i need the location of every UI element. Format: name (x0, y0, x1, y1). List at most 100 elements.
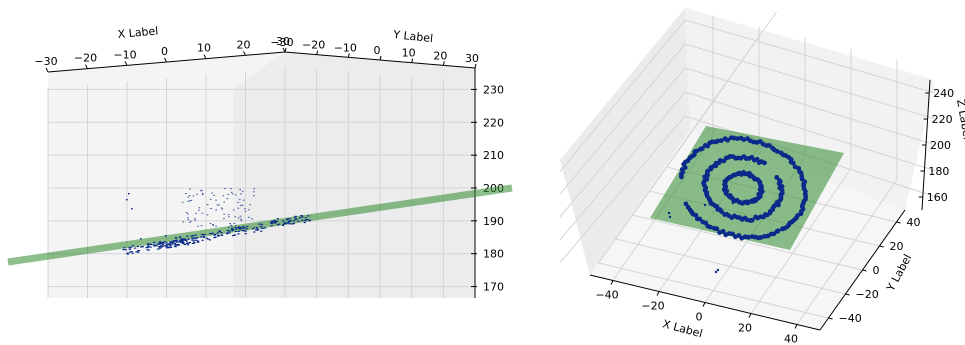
left-y-tick-label: 0 (374, 44, 381, 57)
left-data-point (200, 233, 204, 235)
left-data-point (188, 221, 191, 223)
left-data-point (237, 202, 239, 204)
left-data-point (285, 223, 288, 225)
left-data-point (224, 188, 226, 190)
left-data-point (231, 229, 234, 232)
left-x-tick-label: 0 (161, 45, 168, 58)
right-data-point (683, 201, 689, 207)
left-data-point (184, 239, 187, 242)
left-data-point (233, 222, 236, 224)
right-x-tick-label: −20 (641, 300, 664, 313)
left-data-point (244, 230, 247, 232)
left-data-point (194, 219, 197, 221)
left-data-point (196, 193, 198, 195)
left-data-point (169, 242, 173, 244)
left-data-point (256, 229, 260, 231)
left-data-point (304, 217, 307, 219)
right-data-point (718, 138, 724, 143)
left-side-pane (233, 52, 475, 298)
left-data-point (237, 207, 240, 209)
left-data-point (213, 234, 216, 236)
left-y-tick-label: −20 (302, 39, 325, 52)
left-data-point (193, 242, 196, 244)
left-data-point (165, 247, 168, 249)
left-data-point (200, 225, 203, 227)
left-data-point (241, 227, 245, 230)
right-data-point (723, 232, 729, 238)
left-data-point (218, 204, 220, 206)
left-data-point (252, 228, 255, 230)
left-z-tick-label: 220 (483, 116, 504, 129)
left-data-point (163, 241, 166, 243)
left-data-point (227, 193, 230, 195)
right-grid (559, 11, 936, 325)
right-data-point (668, 215, 672, 219)
right-grid-line (796, 179, 898, 325)
left-x-tick-mark (203, 54, 207, 59)
right-y-tick-label: −20 (856, 288, 879, 301)
left-data-point (289, 220, 293, 222)
left-data-point (227, 214, 230, 216)
left-x-ticks: −30 −20 −10 0 10 20 30 (34, 35, 290, 73)
right-x-tick-mark (702, 302, 706, 307)
left-data-point (192, 240, 195, 242)
left-data-point (191, 237, 194, 239)
right-data-point (731, 201, 735, 205)
left-x-tick-label: 20 (237, 38, 251, 51)
right-grid-line (559, 43, 686, 195)
right-y-tick-mark (879, 245, 884, 248)
left-data-point (213, 237, 216, 239)
left-data-point (165, 244, 168, 247)
left-data-point (244, 210, 247, 212)
left-data-point (285, 218, 289, 221)
left-y-tick-mark (411, 58, 414, 63)
left-data-point (282, 223, 285, 225)
left-data-point (223, 218, 225, 220)
left-data-point (236, 227, 240, 229)
right-data-point (780, 226, 785, 232)
left-data-point (181, 240, 184, 243)
right-data-point (749, 234, 755, 240)
left-data-point (306, 219, 309, 221)
left-data-point (187, 242, 190, 244)
left-data-point (209, 198, 212, 200)
right-data-point (741, 137, 747, 143)
left-data-point (226, 198, 229, 200)
left-data-point (211, 192, 214, 194)
left-data-point (165, 235, 167, 237)
left-y-tick-label: 20 (433, 49, 447, 62)
left-data-point (128, 247, 131, 249)
right-grid-line (750, 168, 852, 314)
left-data-point (196, 240, 200, 243)
left-data-point (207, 238, 210, 240)
left-data-point (128, 248, 131, 250)
left-data-point (300, 215, 303, 217)
left-data-point (178, 240, 182, 242)
left-data-point (243, 226, 245, 228)
right-data-point (803, 194, 809, 200)
left-data-point (286, 218, 289, 220)
left-data-point (141, 246, 144, 248)
left-data-point (218, 230, 221, 232)
left-data-point (180, 239, 183, 241)
left-data-point (187, 219, 190, 221)
left-data-point (210, 233, 214, 235)
left-data-point (168, 246, 171, 248)
left-data-point (137, 250, 140, 252)
left-data-point (198, 207, 201, 209)
left-data-point (212, 224, 214, 226)
left-data-point (220, 234, 224, 236)
left-data-point (241, 204, 244, 206)
left-data-point (185, 240, 188, 242)
right-x-tick-label: 0 (696, 311, 703, 324)
left-data-point (187, 238, 190, 240)
left-data-point (182, 238, 185, 240)
left-data-point (129, 246, 132, 249)
left-data-point (175, 241, 178, 243)
left-points (122, 188, 311, 255)
left-data-point (260, 223, 264, 225)
left-y-tick-mark (284, 47, 287, 53)
left-data-point (196, 237, 199, 239)
left-data-point (241, 230, 244, 232)
left-data-point (271, 222, 274, 225)
